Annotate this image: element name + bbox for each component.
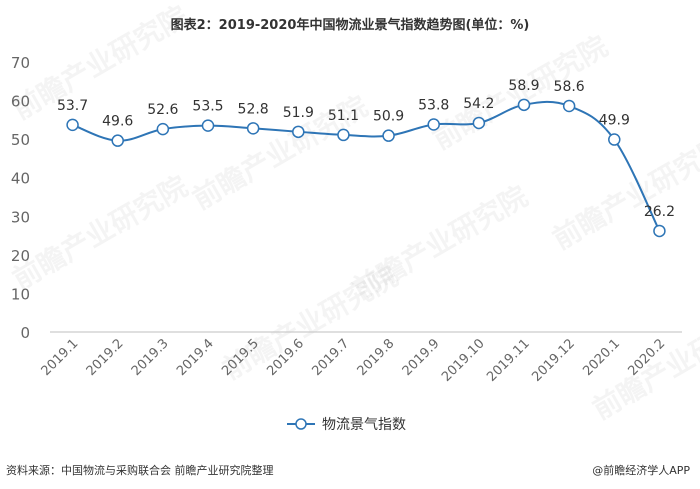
y-tick-label: 40 <box>11 170 30 188</box>
source-note: 资料来源：中国物流与采购联合会 前瞻产业研究院整理 <box>6 464 274 477</box>
data-label: 53.5 <box>192 99 223 115</box>
x-tick-label: 2019.3 <box>129 336 172 379</box>
data-label: 51.9 <box>283 105 314 121</box>
data-point <box>156 122 170 136</box>
data-point <box>66 118 79 132</box>
data-point <box>111 134 124 147</box>
data-point <box>517 98 531 112</box>
chart-title: 图表2：2019-2020年中国物流业景气指数趋势图(单位：%) <box>170 18 530 33</box>
watermark-text: 前瞻产业研究院 <box>347 179 533 306</box>
data-label: 54.2 <box>463 96 494 112</box>
x-tick-label: 2019.8 <box>355 336 398 379</box>
x-tick-label: 2019.10 <box>439 336 488 385</box>
data-label: 53.7 <box>57 98 88 114</box>
y-tick-label: 70 <box>11 54 30 72</box>
x-tick-label: 2019.4 <box>174 336 217 379</box>
data-point <box>653 224 666 238</box>
y-tick-label: 0 <box>20 324 30 342</box>
data-point <box>608 133 621 146</box>
data-label: 49.6 <box>102 114 133 130</box>
watermark-text: 前瞻产业研究院 <box>547 129 700 256</box>
y-tick-label: 10 <box>11 285 30 303</box>
data-label: 51.1 <box>328 108 359 124</box>
x-tick-label: 2019.12 <box>529 336 578 385</box>
data-label: 26.2 <box>644 204 675 220</box>
data-label: 58.6 <box>554 79 585 95</box>
x-tick-label: 2019.1 <box>39 336 82 379</box>
data-point <box>246 122 260 135</box>
data-label: 58.9 <box>508 78 539 94</box>
data-point <box>472 116 486 130</box>
data-label: 49.9 <box>599 113 630 129</box>
data-label: 52.8 <box>238 101 269 117</box>
legend: 物流景气指数 <box>287 417 406 433</box>
data-point <box>427 118 440 131</box>
y-tick-label: 30 <box>11 208 30 226</box>
data-point <box>292 125 305 139</box>
x-tick-label: 2019.9 <box>400 336 443 379</box>
y-tick-label: 60 <box>11 93 30 111</box>
data-label: 50.9 <box>373 109 404 125</box>
credit-note: @前瞻经济学人APP <box>592 464 690 477</box>
data-point <box>382 129 395 142</box>
series-markers <box>66 98 666 238</box>
x-tick-label: 2019.2 <box>84 336 127 379</box>
x-axis: 2019.1 2019.2 2019.3 2019.4 2019.5 2019.6 2019… <box>39 331 682 385</box>
x-tick-label: 2020.1 <box>580 336 623 379</box>
y-axis: 0 10 20 30 40 50 60 70 <box>11 54 30 342</box>
legend-label: 物流景气指数 <box>322 417 406 433</box>
x-tick-label: 2019.11 <box>484 336 533 385</box>
data-point <box>201 119 215 132</box>
data-point <box>337 128 350 142</box>
data-label: 53.8 <box>418 97 449 113</box>
watermark-text: 前瞻产业研究院 <box>7 169 193 296</box>
y-tick-label: 50 <box>11 131 30 149</box>
data-labels: 53.7 49.6 52.6 53.5 52.8 51.9 51.1 50.9 53.8 54.2… <box>57 78 675 220</box>
y-tick-label: 20 <box>11 247 30 265</box>
data-point <box>562 99 576 113</box>
x-tick-label: 2019.7 <box>309 336 352 379</box>
legend-marker <box>295 418 307 430</box>
data-label: 52.6 <box>147 102 178 118</box>
